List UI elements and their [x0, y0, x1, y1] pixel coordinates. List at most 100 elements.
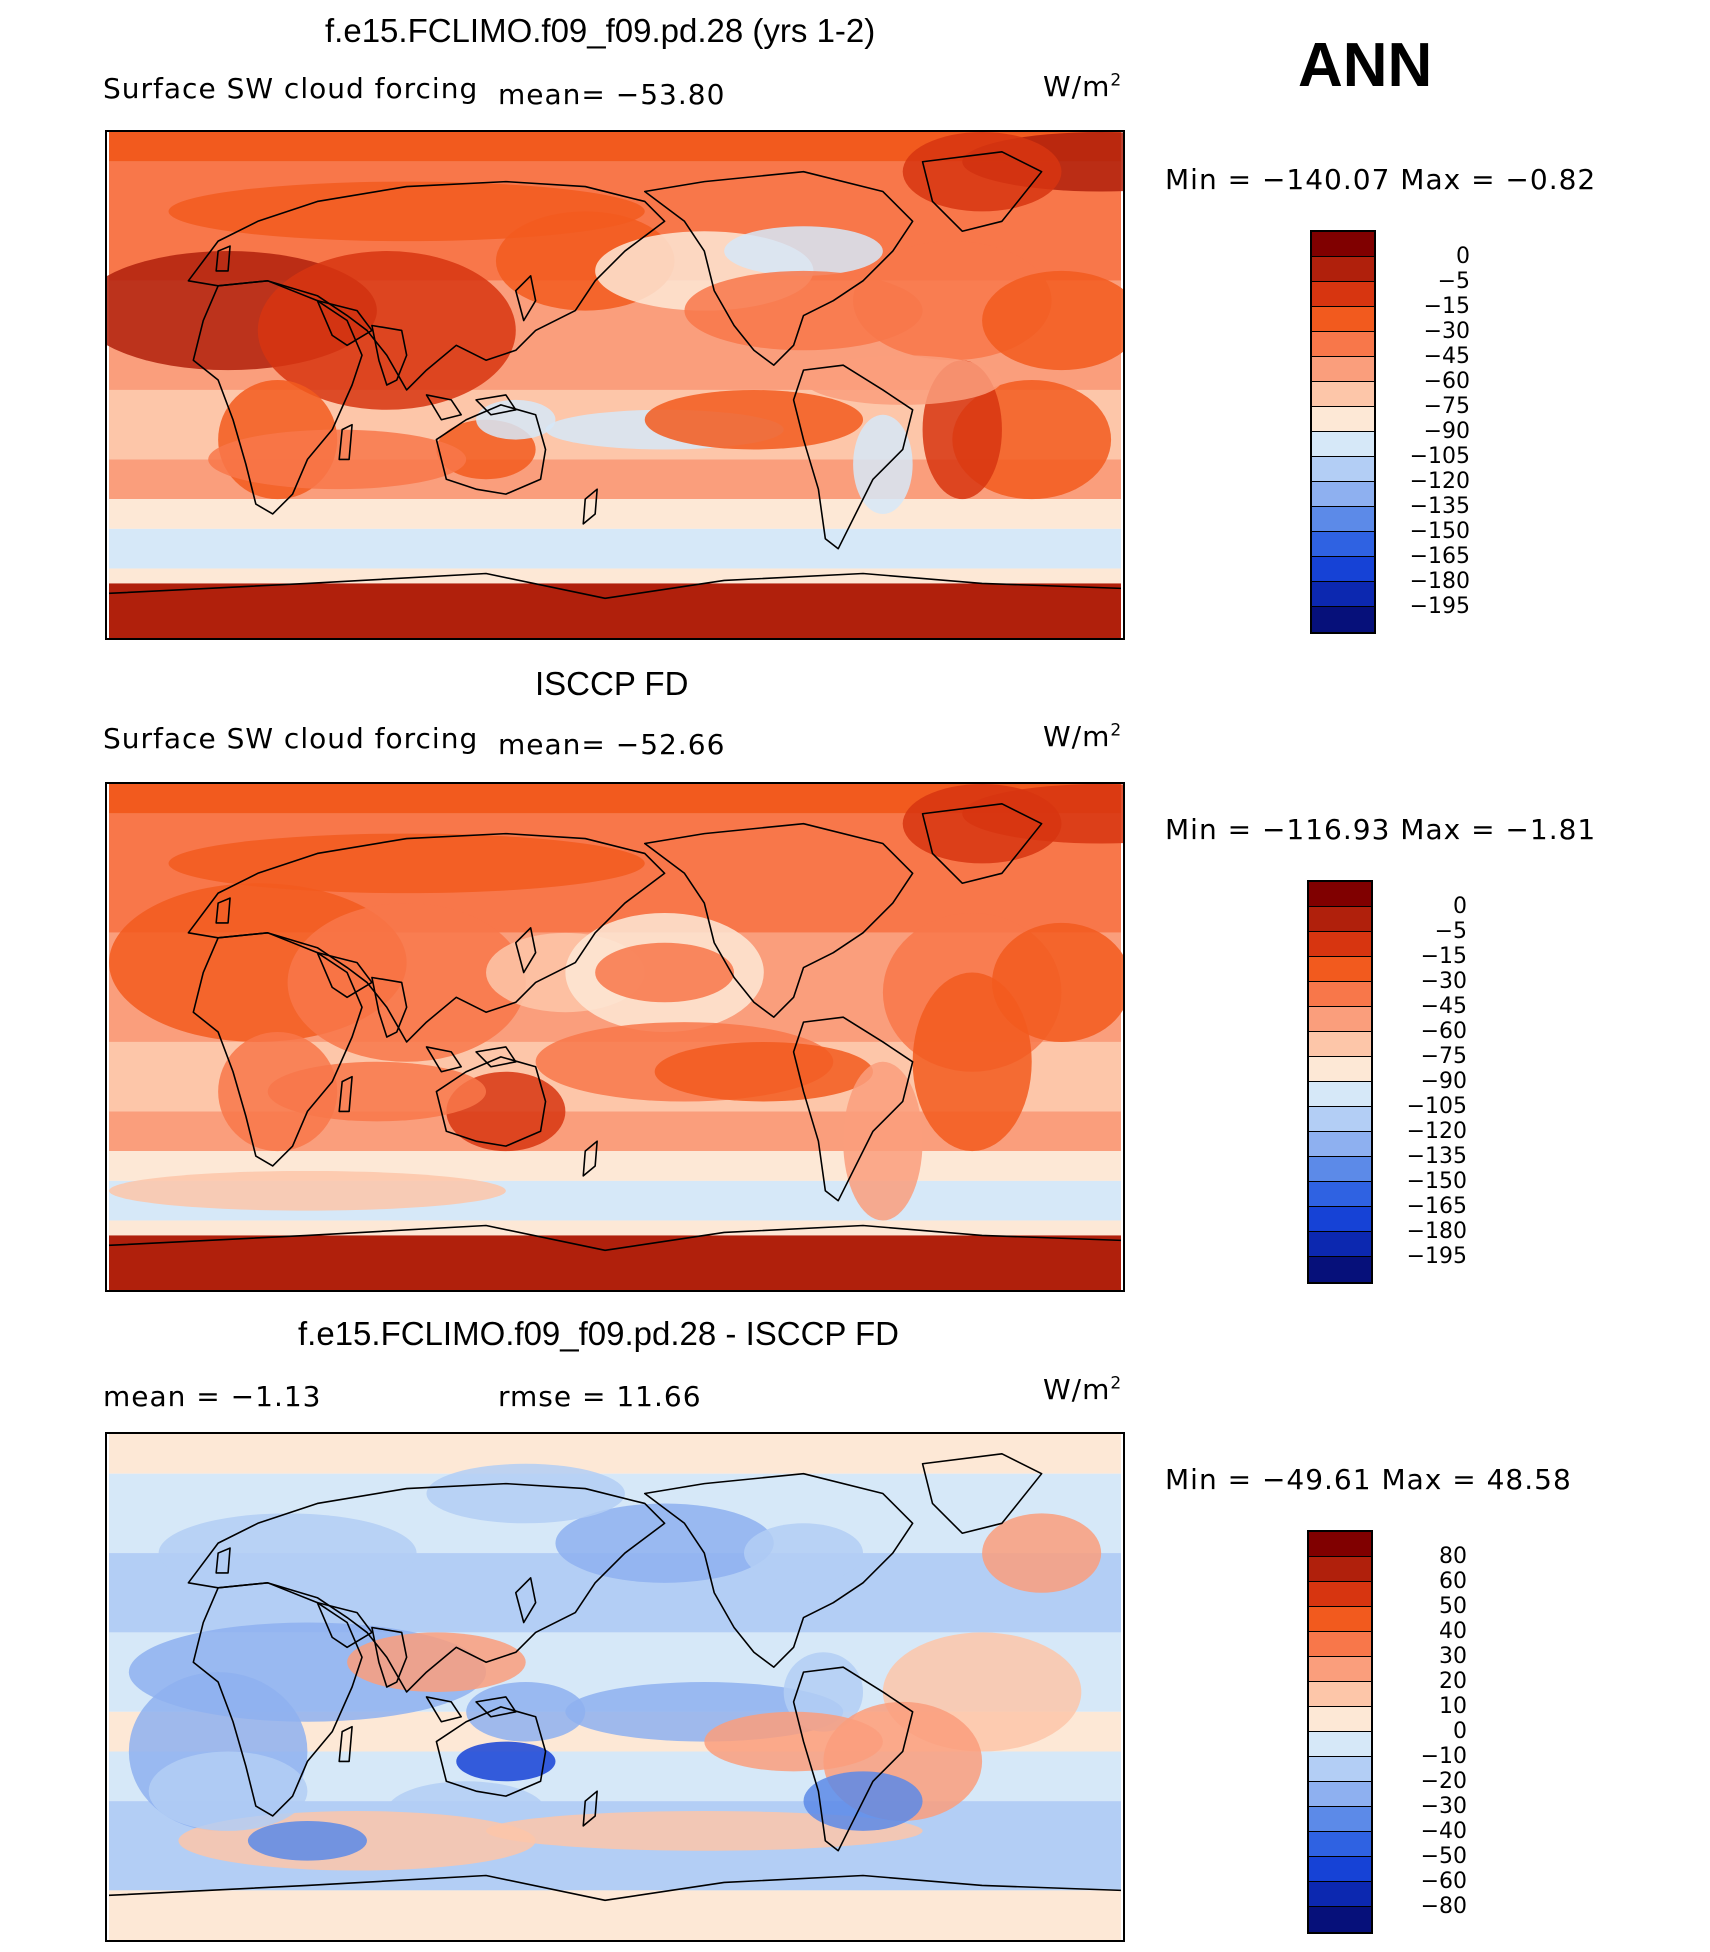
coastline — [338, 1075, 353, 1113]
colorbar-tick-label: −30 — [1420, 969, 1467, 994]
colorbar-box — [1312, 332, 1374, 357]
contour-region — [704, 1711, 883, 1772]
coastline — [921, 1453, 1043, 1535]
colorbar-box — [1309, 982, 1371, 1007]
coastline — [792, 1016, 914, 1202]
contour-region — [555, 1503, 774, 1583]
colorbar-box — [1309, 882, 1371, 907]
colorbar-tick-label: −80 — [1420, 1894, 1467, 1919]
panel-3-map — [105, 1432, 1125, 1942]
colorbar-tick-label: −30 — [1420, 1794, 1467, 1819]
coastline — [215, 1547, 231, 1574]
coastline — [792, 1666, 914, 1852]
colorbar-tick-label: 10 — [1439, 1694, 1467, 1719]
coastline — [108, 572, 1122, 600]
panel-3-units: W/m2 — [1043, 1373, 1122, 1406]
coastline — [192, 280, 363, 515]
colorbar-box — [1309, 1782, 1371, 1807]
panel-1-title: f.e15.FCLIMO.f09_f09.pd.28 (yrs 1-2) — [325, 12, 876, 49]
panel-1-variable-label: Surface SW cloud forcing — [103, 72, 479, 105]
colorbar-tick-label: 20 — [1439, 1669, 1467, 1694]
contour-band — [109, 528, 1121, 569]
panel-1-mean-label: mean= −53.80 — [498, 78, 726, 111]
colorbar-box — [1309, 1532, 1371, 1557]
colorbar-tick-label: −120 — [1406, 1119, 1467, 1144]
contour-region — [426, 1463, 625, 1524]
coastline — [338, 423, 353, 461]
units-text: W/m — [1043, 720, 1111, 753]
contour-region — [109, 1170, 506, 1211]
colorbar-tick-label: 40 — [1439, 1619, 1467, 1644]
colorbar-box — [1312, 557, 1374, 582]
contour-band — [109, 499, 1121, 529]
coastline — [514, 927, 537, 974]
coastline — [921, 151, 1043, 233]
panel-2-minmax: Min = −116.93 Max = −1.81 — [1165, 813, 1597, 846]
colorbar-tick-label: −120 — [1409, 469, 1470, 494]
colorbar-tick-label: −90 — [1420, 1069, 1467, 1094]
coastline — [582, 1790, 598, 1827]
colorbar-box — [1312, 507, 1374, 532]
contour-region — [466, 1682, 586, 1742]
colorbar-boxes — [1307, 880, 1373, 1284]
colorbar-tick-label: 0 — [1456, 244, 1470, 269]
coastline — [187, 180, 666, 391]
colorbar-tick-label: −60 — [1420, 1869, 1467, 1894]
colorbar-tick-label: −45 — [1423, 344, 1470, 369]
coastline — [921, 803, 1043, 885]
units-sup: 2 — [1110, 1373, 1123, 1394]
contour-region — [912, 972, 1032, 1152]
contour-region — [595, 942, 735, 1003]
coastline — [643, 1472, 914, 1668]
panel-3-minmax: Min = −49.61 Max = 48.58 — [1165, 1463, 1572, 1496]
coastline — [582, 1140, 598, 1177]
colorbar-box — [1309, 1582, 1371, 1607]
colorbar-tick-label: −75 — [1423, 394, 1470, 419]
colorbar-box — [1312, 432, 1374, 457]
colorbar-tick-label: −105 — [1406, 1094, 1467, 1119]
contour-region — [158, 1513, 417, 1593]
contour-region — [476, 399, 556, 440]
panel-2-mean-label: mean= −52.66 — [498, 728, 726, 761]
colorbar-tick-label: −5 — [1434, 919, 1467, 944]
colorbar-box — [1309, 1032, 1371, 1057]
coastline — [316, 299, 373, 347]
colorbar-tick-label: −15 — [1423, 294, 1470, 319]
contour-region — [902, 132, 1062, 212]
colorbar-box — [1309, 907, 1371, 932]
panel-2-title: ISCCP FD — [535, 665, 689, 702]
coastline — [475, 1046, 517, 1068]
contour-region — [743, 1523, 864, 1583]
colorbar-tick-label: −75 — [1420, 1044, 1467, 1069]
contour-region — [992, 922, 1123, 1042]
colorbar-box — [1309, 1182, 1371, 1207]
colorbar-tick-label: −180 — [1409, 569, 1470, 594]
coastline — [108, 1224, 1122, 1252]
panel-2-map — [105, 782, 1125, 1292]
colorbar-box — [1309, 1707, 1371, 1732]
colorbar-box — [1309, 1257, 1371, 1282]
contour-region — [654, 1041, 873, 1102]
coastline — [215, 245, 231, 272]
colorbar-box — [1309, 1832, 1371, 1857]
contour-band — [109, 1220, 1121, 1236]
contour-region — [456, 1741, 556, 1782]
contour-band — [109, 1434, 1121, 1474]
colorbar-tick-label: 0 — [1453, 1719, 1467, 1744]
contour-band — [109, 583, 1121, 638]
colorbar-box — [1309, 1157, 1371, 1182]
colorbar-tick-label: −50 — [1420, 1844, 1467, 1869]
colorbar-box — [1312, 307, 1374, 332]
colorbar-tick-label: −10 — [1420, 1744, 1467, 1769]
panel-3-mean-label: mean = −1.13 — [103, 1380, 322, 1413]
coastline — [425, 394, 463, 421]
panel-3-title: f.e15.FCLIMO.f09_f09.pd.28 - ISCCP FD — [298, 1315, 899, 1352]
colorbar-box — [1309, 1882, 1371, 1907]
coastline — [316, 951, 373, 999]
colorbar-box — [1309, 1732, 1371, 1757]
panel-3-rmse-label: rmse = 11.66 — [498, 1380, 702, 1413]
colorbar-tick-label: −5 — [1437, 269, 1470, 294]
contour-region — [486, 1811, 923, 1851]
colorbar-tick-label: −90 — [1423, 419, 1470, 444]
coastline — [792, 364, 914, 550]
